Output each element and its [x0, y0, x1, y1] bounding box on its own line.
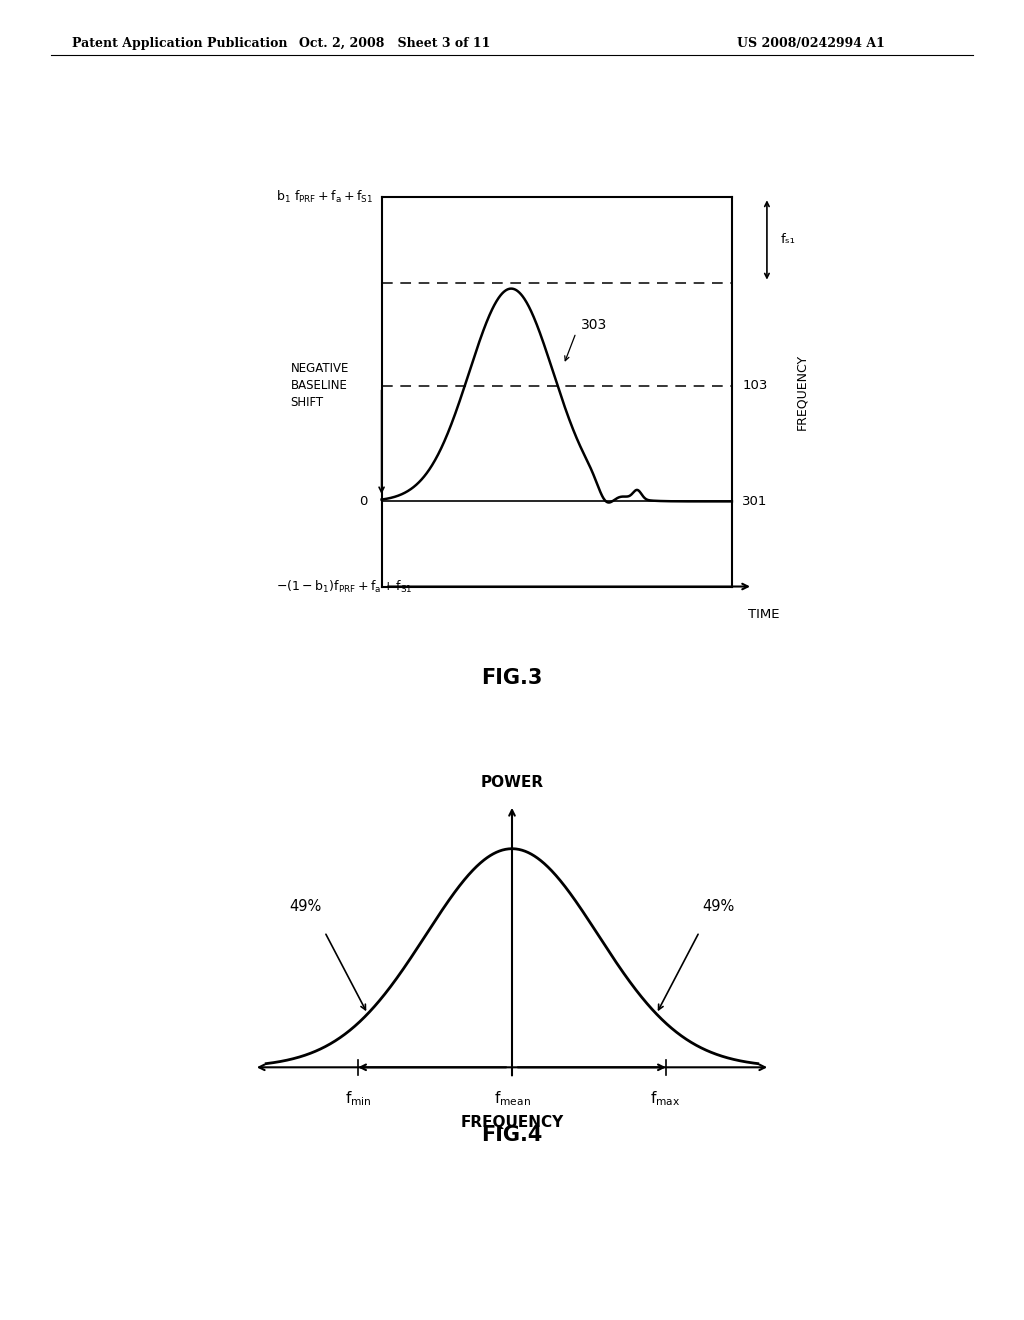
Text: NEGATIVE
BASELINE
SHIFT: NEGATIVE BASELINE SHIFT — [291, 362, 349, 409]
Text: FIG.4: FIG.4 — [481, 1125, 543, 1144]
Text: fₛ₁: fₛ₁ — [781, 234, 796, 247]
Text: $\mathsf{-(1-b_1)f_{PRF}+f_a+f_{S1}}$: $\mathsf{-(1-b_1)f_{PRF}+f_a+f_{S1}}$ — [276, 578, 413, 594]
Text: 0: 0 — [359, 495, 368, 508]
Text: $\mathsf{f_{max}}$: $\mathsf{f_{max}}$ — [650, 1089, 681, 1107]
Text: FIG.3: FIG.3 — [481, 668, 543, 688]
Text: Oct. 2, 2008   Sheet 3 of 11: Oct. 2, 2008 Sheet 3 of 11 — [299, 37, 489, 50]
Text: $\mathsf{f_{min}}$: $\mathsf{f_{min}}$ — [345, 1089, 372, 1107]
Text: POWER: POWER — [480, 775, 544, 789]
Text: FREQUENCY: FREQUENCY — [461, 1115, 563, 1130]
Text: 303: 303 — [582, 318, 607, 333]
Text: 103: 103 — [742, 379, 768, 392]
Text: 49%: 49% — [702, 899, 734, 915]
Text: $\mathsf{b_1\ f_{PRF}+f_a+f_{S1}}$: $\mathsf{b_1\ f_{PRF}+f_a+f_{S1}}$ — [276, 189, 374, 206]
Text: TIME: TIME — [748, 607, 779, 620]
Text: US 2008/0242994 A1: US 2008/0242994 A1 — [737, 37, 885, 50]
Text: Patent Application Publication: Patent Application Publication — [72, 37, 287, 50]
Text: FREQUENCY: FREQUENCY — [796, 354, 809, 430]
Text: $\mathsf{f_{mean}}$: $\mathsf{f_{mean}}$ — [494, 1089, 530, 1107]
Text: 301: 301 — [742, 495, 768, 508]
Text: 49%: 49% — [290, 899, 322, 915]
